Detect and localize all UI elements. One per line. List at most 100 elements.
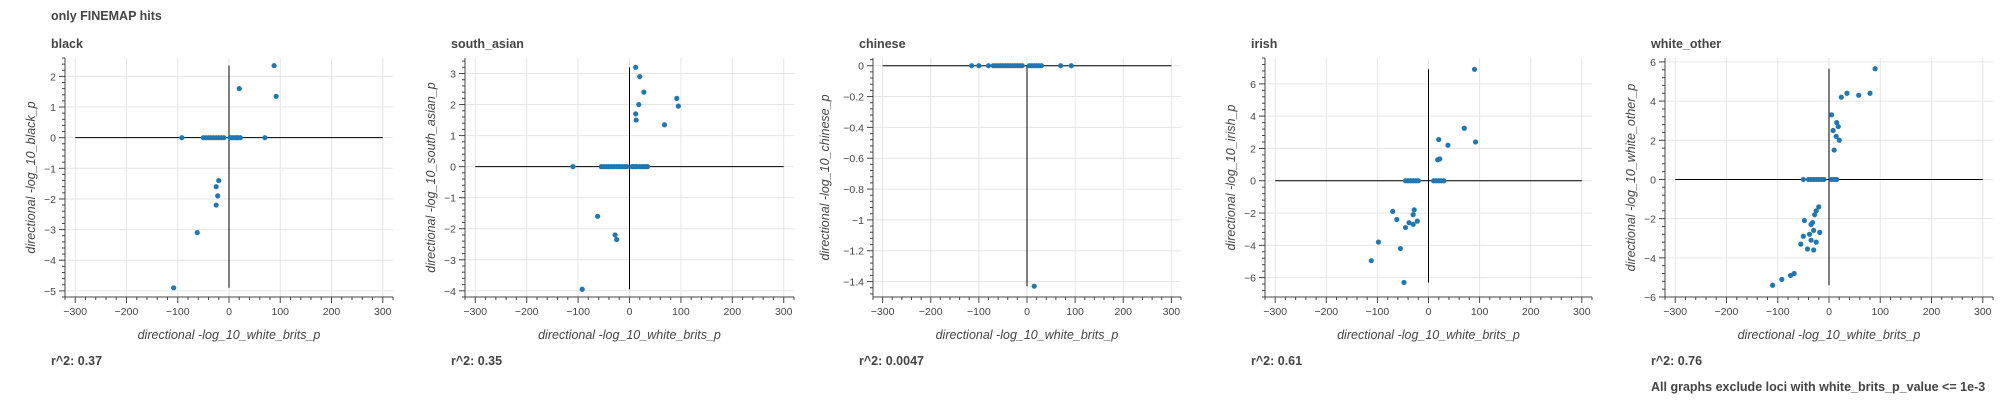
data-point [661, 122, 668, 128]
data-point [1401, 279, 1407, 286]
data-point [1007, 63, 1013, 69]
data-point [993, 63, 999, 69]
data-point [1821, 176, 1827, 183]
data-point [675, 103, 681, 109]
data-point [1402, 224, 1409, 231]
x-tick-label: 100 [672, 306, 690, 318]
data-point [1012, 63, 1018, 69]
data-point [1038, 63, 1045, 69]
data-point [1435, 157, 1441, 163]
data-point [235, 135, 241, 141]
data-point [637, 74, 643, 80]
x-tick-label: −300 [871, 306, 895, 318]
x-axis-label: directional -log_10_white_brits_p [1337, 328, 1520, 342]
data-point [1402, 178, 1409, 184]
x-tick-label: 300 [1163, 306, 1181, 318]
data-point [619, 164, 625, 170]
data-point [612, 232, 618, 238]
data-point [579, 286, 585, 292]
data-point [1031, 283, 1037, 289]
data-point [1867, 90, 1873, 96]
data-point [1805, 176, 1812, 183]
x-tick-label: 200 [1923, 306, 1941, 318]
data-point [976, 63, 982, 69]
data-point [1472, 139, 1479, 145]
r-squared-label: r^2: 0.76 [1651, 354, 1703, 368]
data-point [633, 64, 639, 70]
x-tick-label: −200 [115, 306, 139, 318]
y-tick-label: 0 [1650, 174, 1656, 186]
data-point [1806, 231, 1813, 237]
data-point [1830, 127, 1836, 134]
data-point [1872, 66, 1878, 72]
data-point [179, 135, 185, 141]
data-point [221, 135, 227, 141]
data-point [598, 164, 604, 170]
r-squared-label: r^2: 0.61 [1251, 354, 1303, 368]
y-tick-label: −6 [1244, 273, 1256, 285]
data-point [1808, 221, 1814, 228]
data-point [234, 135, 240, 141]
data-point [1471, 66, 1478, 72]
data-point [227, 135, 233, 141]
x-tick-label: 0 [226, 306, 232, 318]
data-point [1801, 217, 1807, 224]
y-axis-label: directional -log_10_black_p [24, 101, 38, 253]
data-point [641, 89, 647, 95]
data-point [969, 63, 975, 69]
data-point [213, 184, 219, 190]
x-tick-label: 300 [374, 306, 392, 318]
data-point [262, 135, 268, 141]
data-point [621, 164, 627, 170]
chart-title: chinese [859, 37, 906, 51]
x-tick-label: −100 [566, 306, 590, 318]
data-point [1811, 247, 1817, 253]
data-point [1831, 176, 1837, 183]
y-tick-label: −2 [444, 224, 456, 236]
data-point [644, 164, 651, 170]
data-point [639, 164, 645, 170]
x-tick-label: −300 [63, 306, 87, 318]
data-point [236, 86, 242, 92]
x-tick-label: 200 [1522, 306, 1540, 318]
data-point [995, 63, 1001, 69]
y-tick-label: −1 [44, 163, 56, 175]
y-tick-label: 0 [858, 61, 864, 73]
data-point [1798, 241, 1804, 247]
y-tick-label: −2 [1244, 208, 1256, 220]
y-tick-label: 2 [50, 71, 56, 83]
data-point [1026, 63, 1033, 69]
x-tick-label: 200 [1114, 306, 1132, 318]
x-tick-label: 0 [1024, 306, 1030, 318]
data-point [200, 135, 206, 141]
y-tick-label: 4 [1250, 111, 1256, 123]
data-point [1410, 178, 1416, 184]
data-point [603, 164, 609, 170]
data-point [1390, 208, 1396, 215]
data-point [1405, 178, 1411, 184]
y-tick-label: 0 [1250, 176, 1256, 188]
y-tick-label: 2 [1250, 143, 1256, 155]
data-point [1828, 112, 1835, 118]
data-point [1408, 178, 1414, 184]
data-point [213, 135, 219, 141]
data-point [1800, 176, 1806, 183]
data-point [1461, 125, 1467, 131]
data-point [1833, 133, 1839, 139]
x-tick-label: 100 [1871, 306, 1889, 318]
data-point [1856, 92, 1862, 98]
x-tick-label: 200 [323, 306, 341, 318]
data-point [1413, 178, 1419, 184]
y-tick-label: 2 [450, 100, 456, 112]
data-point [1813, 176, 1819, 183]
x-tick-label: −100 [1766, 306, 1790, 318]
chart-title: black [51, 37, 83, 51]
data-point [208, 135, 214, 141]
data-point [1036, 63, 1042, 69]
y-tick-label: −1.4 [843, 277, 864, 289]
data-point [1411, 207, 1417, 213]
y-tick-label: −1 [852, 215, 864, 227]
data-point [1415, 178, 1421, 184]
data-point [633, 164, 639, 170]
